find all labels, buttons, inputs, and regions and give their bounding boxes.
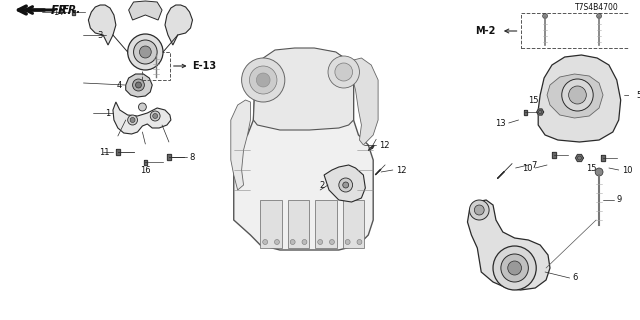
Polygon shape [231, 100, 250, 190]
Polygon shape [552, 152, 556, 158]
Circle shape [501, 254, 529, 282]
Text: FR.: FR. [62, 5, 81, 15]
Polygon shape [125, 74, 152, 97]
Text: 7: 7 [531, 161, 537, 170]
Polygon shape [260, 200, 282, 248]
Text: 6: 6 [573, 274, 578, 283]
Text: 4: 4 [116, 81, 122, 90]
Text: T7S4B4700: T7S4B4700 [575, 3, 619, 12]
Text: 3: 3 [98, 30, 103, 39]
Text: 13: 13 [495, 118, 506, 127]
Polygon shape [253, 48, 353, 130]
Circle shape [569, 86, 586, 104]
Circle shape [275, 239, 280, 244]
Circle shape [241, 58, 285, 102]
Circle shape [130, 117, 135, 123]
Circle shape [140, 46, 151, 58]
Circle shape [335, 63, 353, 81]
Polygon shape [144, 159, 147, 164]
Polygon shape [72, 10, 76, 14]
Text: 2: 2 [320, 180, 325, 189]
Circle shape [127, 115, 138, 125]
Text: 8: 8 [189, 153, 195, 162]
Circle shape [132, 79, 145, 91]
Circle shape [138, 103, 147, 111]
Circle shape [262, 239, 268, 244]
Polygon shape [113, 102, 171, 134]
Polygon shape [369, 146, 374, 150]
Polygon shape [288, 200, 309, 248]
Polygon shape [351, 58, 378, 145]
Polygon shape [324, 165, 365, 202]
Text: 10: 10 [621, 165, 632, 174]
Text: 16: 16 [140, 165, 150, 174]
Circle shape [562, 79, 593, 111]
Circle shape [317, 239, 323, 244]
Polygon shape [538, 55, 621, 142]
Polygon shape [524, 109, 527, 115]
Text: E-13: E-13 [193, 61, 216, 71]
Text: 1: 1 [105, 108, 110, 117]
Circle shape [345, 239, 350, 244]
Text: 15: 15 [528, 95, 538, 105]
Polygon shape [497, 172, 504, 179]
Text: 5: 5 [636, 91, 640, 100]
Circle shape [127, 34, 163, 70]
Polygon shape [116, 149, 120, 155]
Text: 10: 10 [522, 164, 532, 172]
Text: M-2: M-2 [476, 26, 496, 36]
Polygon shape [375, 169, 381, 175]
Polygon shape [537, 109, 543, 115]
Circle shape [357, 239, 362, 244]
Circle shape [343, 182, 349, 188]
Circle shape [290, 239, 295, 244]
Polygon shape [575, 155, 584, 162]
Text: FR.: FR. [51, 4, 73, 17]
Text: 9: 9 [617, 196, 622, 204]
Text: 15: 15 [586, 164, 597, 172]
Circle shape [150, 111, 160, 121]
Polygon shape [167, 154, 171, 160]
Circle shape [330, 239, 335, 244]
Circle shape [153, 114, 157, 118]
Circle shape [474, 205, 484, 215]
Polygon shape [316, 200, 337, 248]
Circle shape [470, 200, 489, 220]
Circle shape [493, 246, 536, 290]
Text: 14: 14 [53, 7, 64, 17]
Circle shape [339, 178, 353, 192]
Circle shape [136, 82, 141, 88]
Circle shape [508, 261, 522, 275]
Polygon shape [343, 200, 364, 248]
Polygon shape [601, 155, 605, 161]
Circle shape [154, 51, 158, 55]
Polygon shape [234, 50, 373, 250]
Circle shape [257, 73, 270, 87]
Polygon shape [547, 74, 603, 118]
Circle shape [596, 13, 602, 19]
Polygon shape [88, 5, 116, 45]
Polygon shape [165, 5, 193, 45]
Text: 12: 12 [379, 140, 390, 149]
Text: 11: 11 [99, 148, 110, 156]
Circle shape [595, 168, 603, 176]
Circle shape [328, 56, 360, 88]
Circle shape [250, 66, 277, 94]
Circle shape [543, 13, 548, 19]
Polygon shape [467, 200, 550, 290]
Text: 12: 12 [396, 165, 406, 174]
Circle shape [134, 40, 157, 64]
Polygon shape [129, 1, 162, 20]
Circle shape [302, 239, 307, 244]
